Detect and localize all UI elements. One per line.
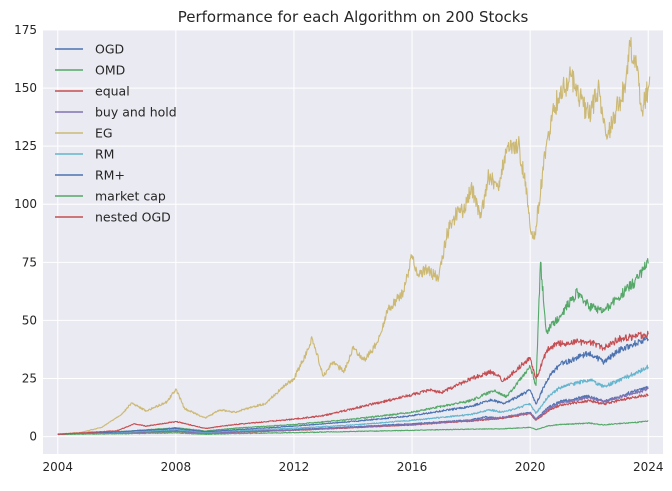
legend-label: nested OGD [95,210,171,225]
y-tick-label: 25 [22,371,37,385]
y-tick-label: 0 [29,430,37,444]
x-tick-label: 2020 [515,460,546,474]
y-tick-label: 150 [14,81,37,95]
y-tick-label: 50 [22,313,37,327]
x-tick-label: 2004 [42,460,73,474]
series-line-market-cap [57,420,649,436]
legend-label: equal [95,84,130,99]
x-tick-label: 2012 [279,460,310,474]
plot-background [43,30,663,454]
legend-label: EG [95,126,113,141]
tick-labels: 2004 2008 2012 2016 2020 2024 0 25 50 75 100 125 150… [14,23,663,474]
y-tick-label: 75 [22,255,37,269]
y-tick-label: 100 [14,197,37,211]
series-lines [57,36,651,436]
x-tick-label: 2008 [161,460,192,474]
series-line-buy-and-hold [57,387,649,436]
series-line-rm [57,364,649,436]
legend-label: RM [95,147,114,162]
x-tick-label: 2024 [633,460,664,474]
series-line-nested-ogd [57,330,649,436]
x-tick-label: 2016 [397,460,428,474]
y-tick-label: 125 [14,139,37,153]
legend-label: RM+ [95,168,125,183]
grid [43,29,663,454]
legend-label: OMD [95,63,125,78]
chart-title: Performance for each Algorithm on 200 St… [178,8,529,26]
series-line-rm+ [57,336,649,435]
legend-label: OGD [95,42,124,57]
y-tick-label: 175 [14,23,37,37]
legend-label: market cap [95,189,166,204]
series-line-eg [57,36,651,435]
legend: OGD OMD equal buy and hold EG RM RM+ market cap… [55,42,177,225]
legend-label: buy and hold [95,105,177,120]
